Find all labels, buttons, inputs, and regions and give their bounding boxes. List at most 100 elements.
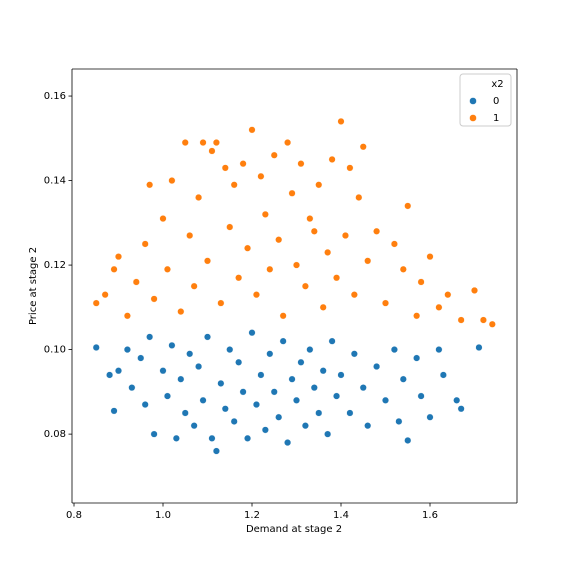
scatter-point — [186, 232, 194, 240]
y-tick-label: 0.08 — [44, 429, 66, 440]
scatter-point — [230, 181, 238, 189]
scatter-point — [310, 384, 318, 392]
scatter-point — [199, 396, 207, 404]
scatter-point — [248, 329, 256, 337]
scatter-point — [337, 371, 345, 379]
y-tick-label: 0.14 — [44, 176, 66, 187]
scatter-point — [488, 320, 496, 328]
scatter-point — [350, 350, 358, 358]
scatter-point — [235, 274, 243, 282]
scatter-point — [270, 388, 278, 396]
scatter-point — [479, 316, 487, 324]
scatter-point — [364, 257, 372, 265]
plot-area — [72, 69, 517, 503]
scatter-point — [190, 422, 198, 430]
scatter-point — [159, 215, 167, 223]
scatter-point — [284, 439, 292, 447]
scatter-point — [297, 160, 305, 168]
scatter-point — [226, 346, 234, 354]
scatter-point — [208, 147, 216, 155]
scatter-point — [252, 401, 260, 409]
x-tick-label: 1.4 — [333, 510, 349, 521]
legend-label: 0 — [493, 96, 499, 107]
scatter-point — [413, 312, 421, 320]
scatter-point — [404, 202, 412, 210]
scatter-point — [226, 223, 234, 231]
scatter-point — [275, 236, 283, 244]
scatter-point — [212, 447, 220, 455]
scatter-point — [417, 392, 425, 400]
scatter-point — [297, 358, 305, 366]
scatter-point — [195, 363, 203, 371]
scatter-point — [346, 164, 354, 172]
scatter-point — [141, 401, 149, 409]
scatter-point — [364, 422, 372, 430]
scatter-point — [475, 343, 483, 351]
scatter-point — [261, 210, 269, 218]
scatter-point — [350, 291, 358, 299]
scatter-point — [159, 367, 167, 375]
scatter-point — [324, 248, 332, 256]
scatter-point — [115, 253, 123, 261]
scatter-point — [266, 265, 274, 273]
scatter-point — [435, 346, 443, 354]
scatter-point — [284, 139, 292, 147]
scatter-point — [257, 172, 265, 180]
scatter-point — [239, 388, 247, 396]
scatter-point — [181, 409, 189, 417]
scatter-point — [333, 392, 341, 400]
scatter-point — [341, 232, 349, 240]
scatter-point — [217, 379, 225, 387]
scatter-point — [177, 308, 185, 316]
y-axis-label: Price at stage 2 — [28, 247, 39, 325]
scatter-point — [471, 286, 479, 294]
scatter-point — [199, 139, 207, 147]
scatter-point — [306, 215, 314, 223]
scatter-point — [359, 384, 367, 392]
scatter-point — [390, 240, 398, 248]
scatter-point — [115, 367, 123, 375]
scatter-point — [221, 164, 229, 172]
scatter-point — [346, 409, 354, 417]
scatter-point — [212, 139, 220, 147]
scatter-point — [235, 358, 243, 366]
scatter-point — [293, 261, 301, 269]
scatter-point — [110, 265, 118, 273]
scatter-point — [230, 417, 238, 425]
scatter-point — [288, 189, 296, 197]
scatter-point — [172, 434, 180, 442]
scatter-point — [328, 155, 336, 163]
scatter-point — [128, 384, 136, 392]
scatter-point — [204, 257, 212, 265]
scatter-point — [110, 407, 118, 415]
scatter-point — [257, 371, 265, 379]
scatter-point — [399, 375, 407, 383]
x-tick-label: 1.0 — [155, 510, 171, 521]
scatter-point — [328, 337, 336, 345]
scatter-point — [279, 337, 287, 345]
scatter-point — [123, 346, 131, 354]
scatter-point — [270, 151, 278, 159]
scatter-point — [319, 303, 327, 311]
scatter-point — [146, 181, 154, 189]
scatter-point — [208, 434, 216, 442]
scatter-point — [101, 291, 109, 299]
scatter-point — [439, 371, 447, 379]
scatter-point — [141, 240, 149, 248]
scatter-point — [275, 413, 283, 421]
scatter-point — [310, 227, 318, 235]
scatter-point — [453, 396, 461, 404]
scatter-point — [457, 405, 465, 413]
scatter-point — [177, 375, 185, 383]
scatter-point — [426, 253, 434, 261]
scatter-point — [150, 430, 158, 438]
scatter-point — [123, 312, 131, 320]
y-tick-label: 0.12 — [44, 260, 66, 271]
scatter-point — [217, 299, 225, 307]
scatter-point — [92, 299, 100, 307]
scatter-point — [306, 346, 314, 354]
scatter-point — [301, 282, 309, 290]
scatter-point — [204, 333, 212, 341]
scatter-point — [359, 143, 367, 151]
scatter-point — [404, 436, 412, 444]
